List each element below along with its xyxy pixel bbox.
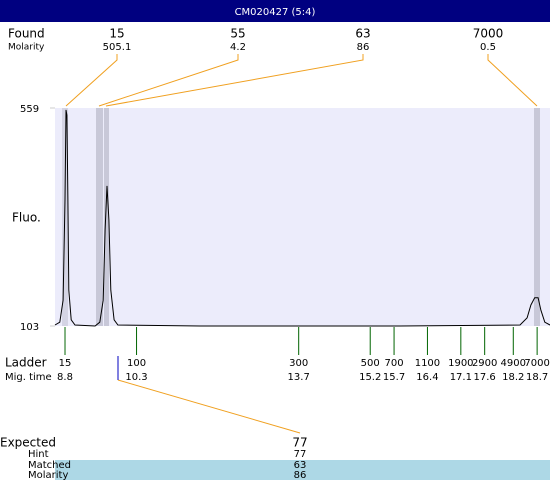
expected-value: 63 [294,460,307,471]
ladder-time: 18.2 [502,372,524,383]
ladder-time: 8.8 [57,372,73,383]
expected-value: 77 [292,436,307,450]
y-tick-label: 103 [20,322,39,333]
ladder-size: 15 [59,358,72,369]
found-size: 55 [230,27,245,41]
expected-value: 86 [294,470,307,480]
ladder-time: 16.4 [416,372,438,383]
expected-label: Expected [0,436,56,450]
expected-value: 77 [294,449,307,460]
found-size: 7000 [473,27,504,41]
ladder-size: 100 [127,358,146,369]
connector [117,379,301,434]
ladder-time: 13.7 [288,372,310,383]
found-molarity: 86 [357,42,370,53]
connector [65,54,118,107]
connectors [65,54,538,434]
mig-time-label: Mig. time [5,372,52,383]
title: CM020427 (5:4) [235,7,316,18]
ladder-time: 17.1 [450,372,472,383]
ladder-time: 15.2 [359,372,381,383]
molarity-label: Molarity [8,43,45,53]
found-size: 15 [109,27,124,41]
y-label: Fluo. [12,211,41,225]
expected-label: Hint [28,449,49,460]
ladder-size: 1900 [448,358,473,369]
found-molarity: 4.2 [230,42,246,53]
expected-label: Molarity [28,470,68,480]
found-label: Found [8,27,45,41]
ladder-size: 7000 [524,358,549,369]
plot-area [55,108,550,326]
y-tick-label: 559 [20,104,39,115]
title-bar [0,0,550,22]
ladder-size: 1100 [415,358,440,369]
matched-highlight [55,460,550,480]
ladder-label: Ladder [5,356,47,370]
found-molarity: 0.5 [480,42,496,53]
trace [54,109,550,327]
ladder-size: 4900 [501,358,526,369]
peak-band [534,108,540,326]
ladder-time: 17.6 [474,372,496,383]
found-molarity: 505.1 [103,42,132,53]
ladder-time: 10.3 [125,372,147,383]
connector [98,54,239,107]
ladder-time: 18.7 [526,372,548,383]
peak-band [96,108,103,326]
ladder-size: 700 [385,358,404,369]
connector [105,54,364,107]
ladder-size: 300 [289,358,308,369]
ladder-size: 2900 [472,358,497,369]
found-size: 63 [355,27,370,41]
ladder-size: 500 [361,358,380,369]
connector [487,54,538,107]
ladder-time: 15.7 [383,372,405,383]
peak-band [104,108,109,326]
expected-label: Matched [28,460,71,471]
